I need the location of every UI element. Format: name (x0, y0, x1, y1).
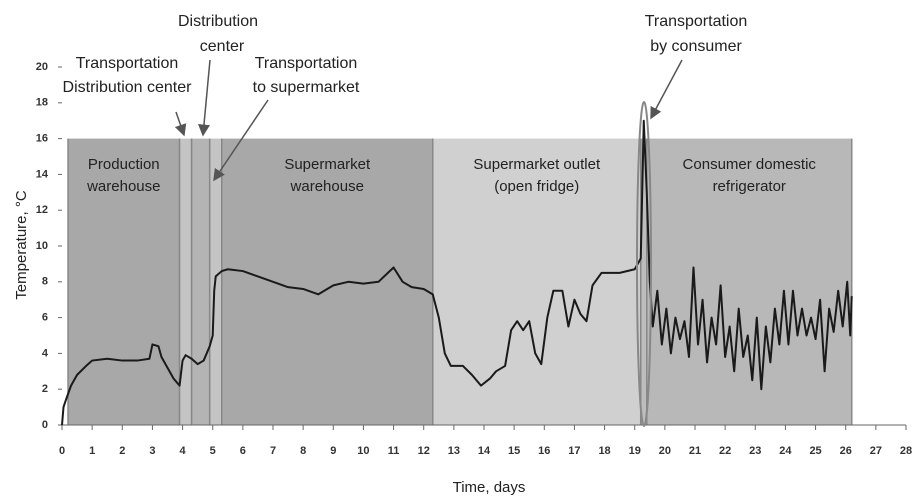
region (646, 138, 852, 425)
x-tick-label: 8 (300, 445, 306, 457)
annotations: Distribution center Transportation Distr… (63, 13, 748, 182)
annotation: center (200, 38, 245, 55)
regions: Production warehouse Supermarket warehouse S… (67, 138, 853, 425)
region (640, 138, 647, 425)
annotation: Transportation (76, 55, 179, 72)
x-tick-label: 12 (418, 445, 430, 457)
x-tick-label: 3 (149, 445, 155, 457)
y-tick-label: 16 (36, 133, 48, 145)
annotation: Distribution (178, 13, 258, 30)
y-tick-label: 10 (36, 240, 48, 252)
y-tick-label: 12 (36, 204, 48, 216)
region-label: refrigerator (713, 178, 786, 195)
region-label: warehouse (290, 178, 364, 195)
x-tick-label: 16 (538, 445, 550, 457)
x-tick-label: 21 (689, 445, 701, 457)
y-tick-label: 6 (42, 312, 48, 324)
x-tick-label: 14 (478, 445, 491, 457)
y-tick-label: 8 (42, 276, 48, 288)
x-tick-label: 26 (840, 445, 852, 457)
x-tick-label: 28 (900, 445, 912, 457)
x-tick-label: 11 (388, 445, 400, 457)
x-tick-label: 2 (119, 445, 125, 457)
x-tick-label: 4 (180, 445, 187, 457)
region-label: warehouse (86, 178, 160, 195)
x-tick-label: 19 (629, 445, 641, 457)
region (432, 138, 641, 425)
y-tick-label: 4 (42, 347, 49, 359)
x-tick-label: 22 (719, 445, 731, 457)
x-axis-title: Time, days (453, 479, 526, 496)
x-tick-label: 10 (357, 445, 369, 457)
region (191, 138, 210, 425)
x-tick-label: 5 (210, 445, 216, 457)
x-tick-label: 18 (598, 445, 610, 457)
region (68, 138, 180, 425)
y-tick-label: 18 (36, 97, 48, 109)
region-label: Supermarket (284, 156, 371, 173)
x-tick-label: 24 (779, 445, 792, 457)
x-tick-label: 7 (270, 445, 276, 457)
region (179, 138, 192, 425)
annotation: Transportation (255, 55, 358, 72)
highlight-ellipse (636, 101, 652, 427)
arrow (198, 59, 211, 137)
region-label: (open fridge) (494, 178, 579, 195)
region-label: Production (88, 156, 160, 173)
temperature-line (61, 119, 853, 426)
x-tick-label: 20 (659, 445, 671, 457)
x-tick-label: 0 (59, 445, 65, 457)
arrow (650, 59, 683, 120)
x-tick-label: 17 (568, 445, 580, 457)
annotation: Distribution center (63, 79, 193, 96)
region-label: Supermarket outlet (473, 156, 601, 173)
x-tick-label: 9 (330, 445, 336, 457)
x-tick-label: 15 (508, 445, 520, 457)
x-tick-label: 23 (749, 445, 761, 457)
region-label: Consumer domestic (683, 156, 817, 173)
x-tick-label: 13 (448, 445, 460, 457)
x-tick-label: 6 (240, 445, 246, 457)
y-tick-label: 14 (36, 168, 49, 180)
annotation: Transportation (645, 13, 748, 30)
x-tick-label: 1 (89, 445, 95, 457)
y-tick-label: 20 (36, 61, 48, 73)
x-tick-label: 25 (809, 445, 821, 457)
arrow (174, 111, 187, 137)
annotation: to supermarket (253, 79, 360, 96)
y-tick-label: 2 (42, 383, 48, 395)
plot (61, 119, 853, 426)
y-tick-label: 0 (42, 419, 48, 431)
x-tick-label: 27 (870, 445, 882, 457)
arrow (213, 99, 269, 182)
y-axis-title: Temperature, °C (13, 190, 30, 300)
annotation: by consumer (650, 38, 742, 55)
region (221, 138, 433, 425)
